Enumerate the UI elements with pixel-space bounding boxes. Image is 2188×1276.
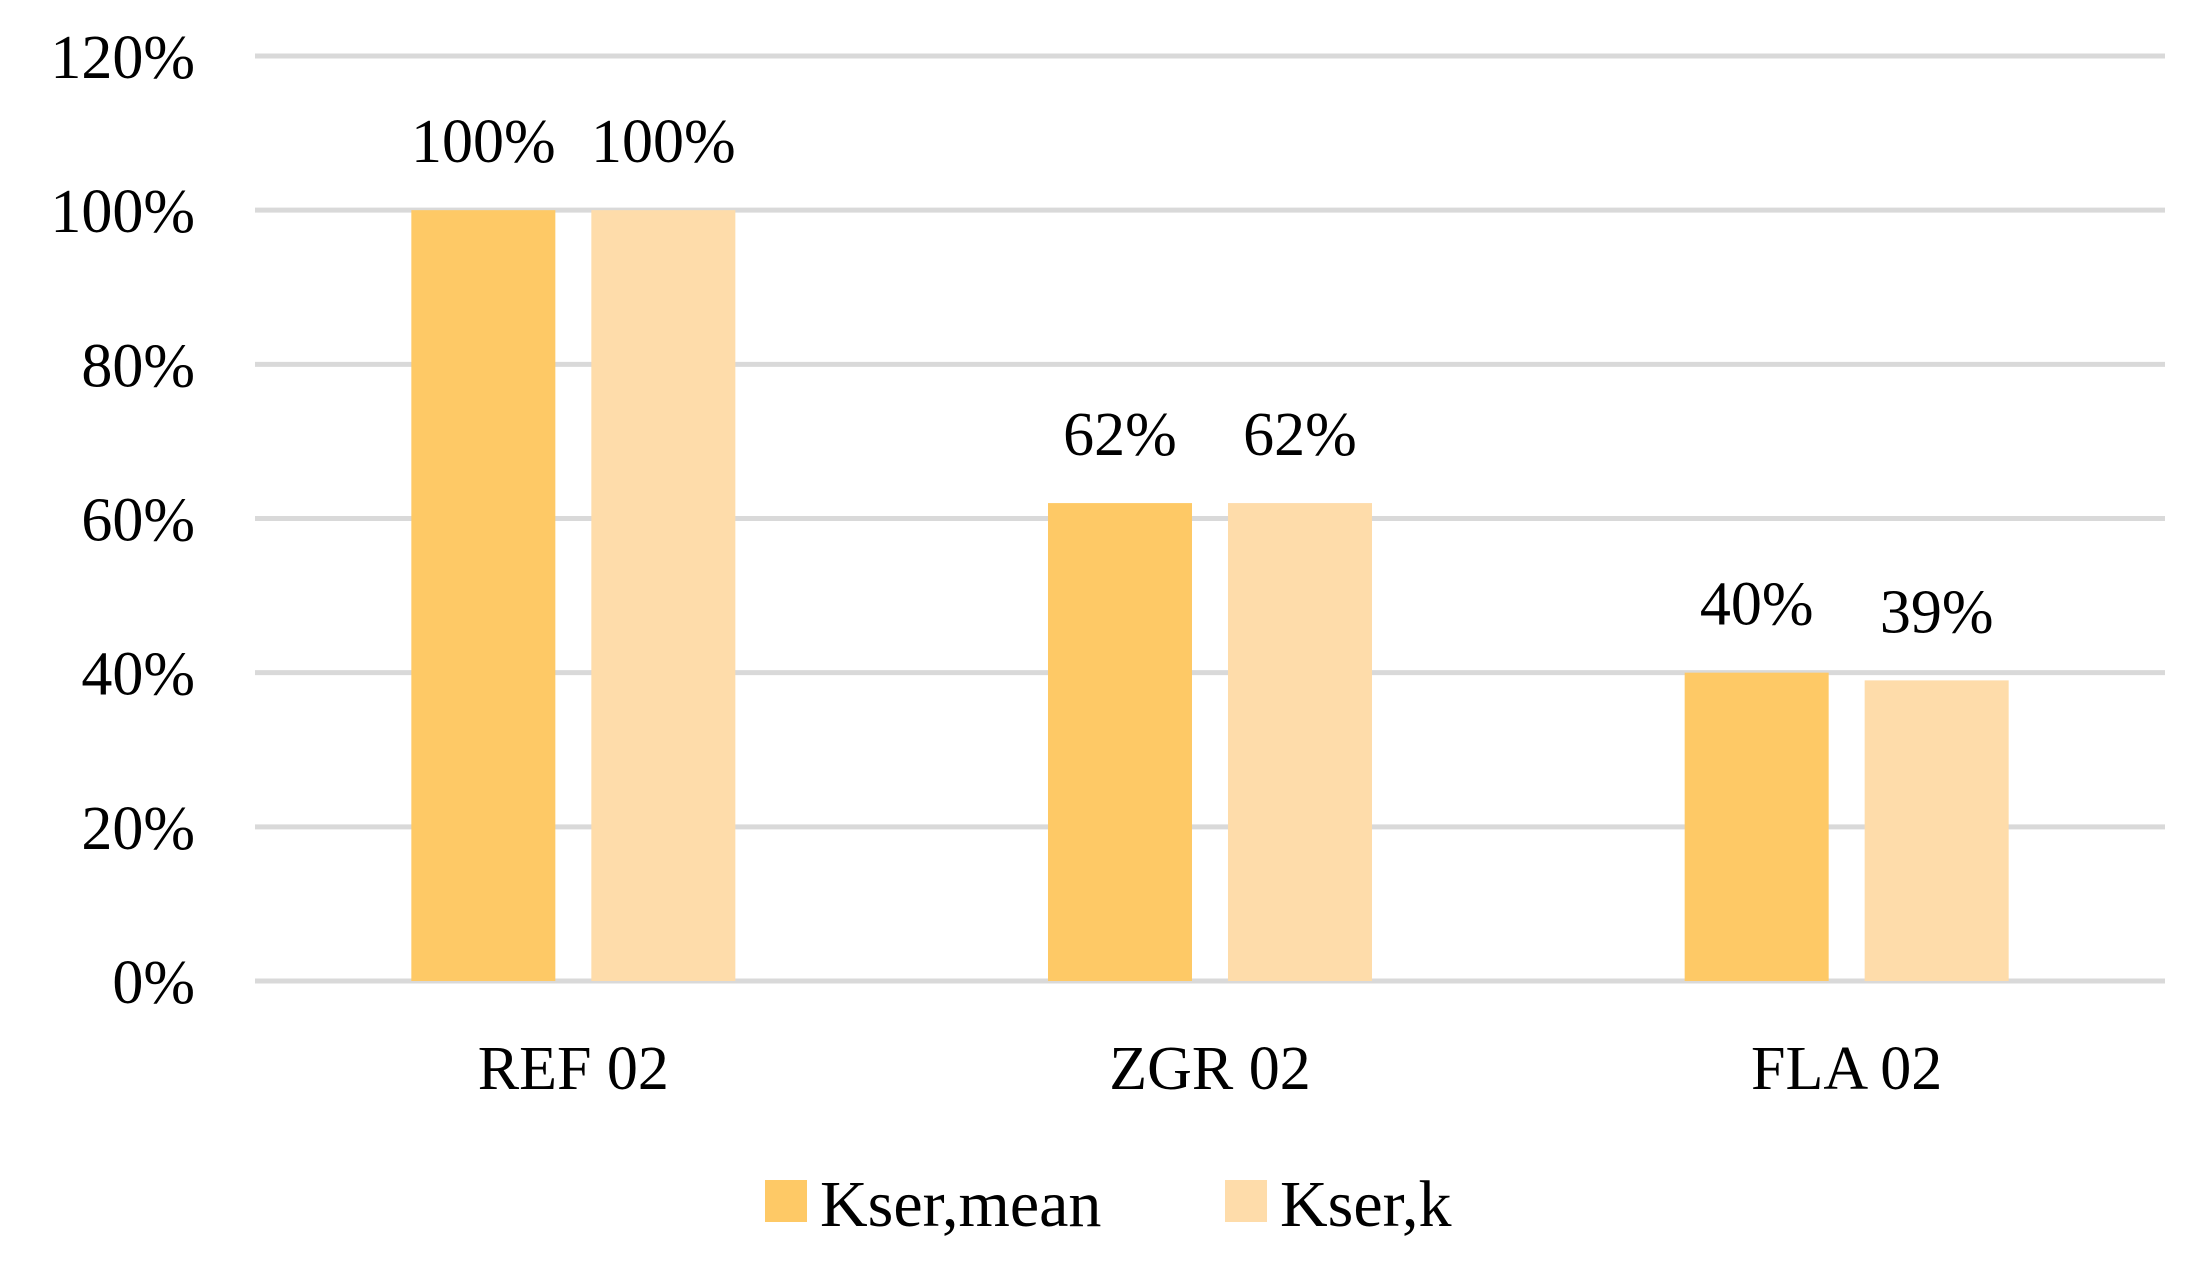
y-tick-label: 80% bbox=[81, 332, 195, 400]
y-tick-label: 60% bbox=[81, 487, 195, 555]
data-labels: 100% 100% 62% 62% 40% 39% bbox=[411, 108, 1993, 646]
x-category-label: ZGR 02 bbox=[1109, 1035, 1311, 1103]
bar bbox=[591, 210, 736, 981]
x-category-label: FLA 02 bbox=[1751, 1035, 1942, 1103]
data-label: 100% bbox=[411, 108, 556, 176]
bar bbox=[1228, 503, 1372, 981]
bar bbox=[411, 210, 556, 981]
gridlines bbox=[255, 53, 2165, 984]
legend-swatch bbox=[1225, 1180, 1267, 1222]
y-tick-label: 40% bbox=[81, 641, 195, 709]
bars bbox=[411, 210, 2009, 981]
y-axis-ticks: 0% 20% 40% 60% 80% 100% 120% bbox=[50, 24, 195, 1017]
x-category-label: REF 02 bbox=[478, 1035, 669, 1103]
data-label: 39% bbox=[1880, 578, 1994, 646]
y-tick-label: 0% bbox=[112, 949, 195, 1017]
legend-label: Kser,k bbox=[1280, 1168, 1451, 1241]
data-label: 62% bbox=[1243, 401, 1357, 469]
y-tick-label: 100% bbox=[50, 178, 195, 246]
data-label: 100% bbox=[591, 108, 736, 176]
legend-swatch bbox=[765, 1180, 807, 1222]
data-label: 62% bbox=[1063, 401, 1177, 469]
bar bbox=[1684, 672, 1829, 981]
bar bbox=[1864, 680, 2009, 981]
data-label: 40% bbox=[1700, 571, 1814, 639]
y-tick-label: 20% bbox=[81, 795, 195, 863]
legend: Kser,mean Kser,k bbox=[765, 1168, 1451, 1241]
bar bbox=[1048, 503, 1192, 981]
legend-label: Kser,mean bbox=[820, 1168, 1101, 1241]
y-tick-label: 120% bbox=[50, 24, 195, 92]
x-axis-categories: REF 02 ZGR 02 FLA 02 bbox=[478, 1035, 1943, 1103]
